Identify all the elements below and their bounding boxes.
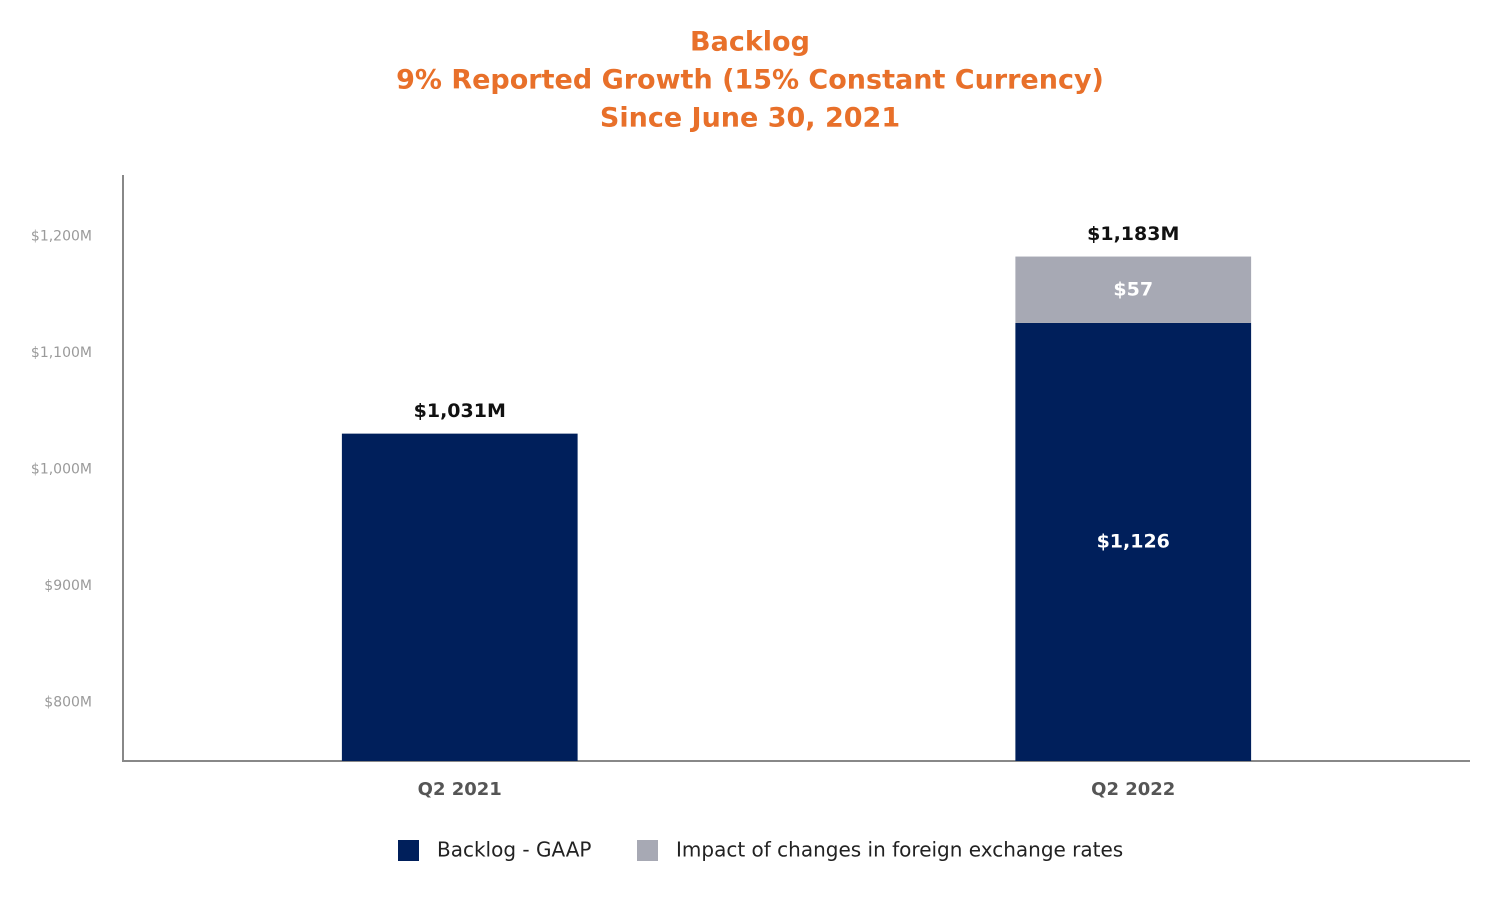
y-tick-label: $1,200M — [31, 229, 92, 245]
legend-swatch — [398, 840, 419, 861]
x-tick-label: Q2 2021 — [418, 779, 502, 800]
data-label: $57 — [1113, 278, 1153, 300]
legend-swatch — [637, 840, 658, 861]
data-label: $1,126 — [1097, 530, 1170, 552]
y-tick-label: $1,000M — [31, 462, 92, 478]
total-label: $1,183M — [1087, 223, 1179, 245]
chart-title: Backlog — [690, 27, 810, 58]
legend-label: Backlog - GAAP — [437, 838, 591, 862]
y-tick-label: $1,100M — [31, 345, 92, 361]
chart-title: 9% Reported Growth (15% Constant Currenc… — [396, 65, 1104, 96]
bar-segment — [341, 433, 578, 761]
y-tick-label: $800M — [44, 695, 92, 711]
y-tick-label: $900M — [44, 578, 92, 594]
legend-label: Impact of changes in foreign exchange ra… — [676, 838, 1123, 862]
x-tick-label: Q2 2022 — [1091, 779, 1175, 800]
bar-segment — [1015, 256, 1252, 323]
chart-title: Since June 30, 2021 — [600, 103, 900, 134]
total-label: $1,031M — [414, 400, 506, 422]
bar-segment — [1015, 322, 1252, 761]
